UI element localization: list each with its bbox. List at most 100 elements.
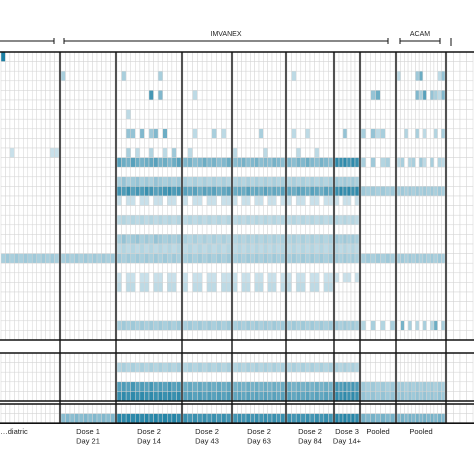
heatmap-cell xyxy=(441,253,446,264)
heatmap-cell xyxy=(65,262,71,274)
heatmap-cell xyxy=(216,147,222,158)
heatmap-cell xyxy=(116,186,122,197)
heatmap-cell xyxy=(411,413,416,424)
heatmap-cell xyxy=(342,186,348,197)
heatmap-cell xyxy=(309,272,315,283)
heatmap-cell xyxy=(167,205,173,216)
heatmap-cell xyxy=(400,301,405,312)
heatmap-cell xyxy=(453,291,461,302)
heatmap-cell xyxy=(380,128,386,139)
heatmap-cell xyxy=(241,214,247,226)
heatmap-cell xyxy=(14,234,20,245)
heatmap-cell xyxy=(309,157,315,168)
heatmap-cell xyxy=(426,371,431,383)
heatmap-cell xyxy=(346,330,352,341)
heatmap-cell xyxy=(65,403,71,414)
heatmap-cell xyxy=(139,157,145,168)
heatmap-cell xyxy=(437,243,442,254)
heatmap-cell xyxy=(365,147,371,158)
heatmap-cell xyxy=(241,70,247,82)
heatmap-cell xyxy=(328,147,334,158)
heatmap-cell xyxy=(271,320,277,331)
heatmap-cell xyxy=(380,70,386,82)
heatmap-cell xyxy=(263,195,268,206)
heatmap-cell xyxy=(318,234,325,245)
heatmap-cell xyxy=(441,109,446,120)
heatmap-cells xyxy=(0,51,474,424)
heatmap-cell xyxy=(9,243,15,254)
heatmap-cell xyxy=(54,301,60,312)
heatmap-cell xyxy=(280,301,286,312)
heatmap-cell xyxy=(5,381,11,392)
heatmap-cell xyxy=(418,352,424,363)
heatmap-cell xyxy=(276,391,281,402)
heatmap-cell xyxy=(125,301,131,312)
heatmap-cell xyxy=(305,205,311,216)
heatmap-cell xyxy=(176,205,182,216)
heatmap-cell xyxy=(101,195,107,206)
heatmap-cell xyxy=(211,224,217,235)
heatmap-cell xyxy=(429,157,435,168)
heatmap-cell xyxy=(65,138,71,149)
heatmap-cell xyxy=(69,352,75,363)
heatmap-cell xyxy=(148,272,154,283)
heatmap-cell xyxy=(65,214,71,226)
heatmap-cell xyxy=(385,234,391,245)
heatmap-cell xyxy=(380,262,386,274)
heatmap-cell xyxy=(309,403,315,414)
heatmap-cell xyxy=(263,90,268,101)
heatmap-cell xyxy=(295,282,302,293)
heatmap-cell xyxy=(396,51,401,62)
heatmap-cell xyxy=(328,330,334,341)
heatmap-cell xyxy=(135,138,141,149)
heatmap-cell xyxy=(153,381,159,392)
heatmap-cell xyxy=(459,272,467,283)
heatmap-cell xyxy=(18,234,24,245)
heatmap-cell xyxy=(49,61,55,72)
heatmap-cell xyxy=(135,234,141,245)
heatmap-cell xyxy=(245,61,251,72)
heatmap-cell xyxy=(54,138,60,149)
heatmap-cell xyxy=(295,61,302,72)
heatmap-cell xyxy=(31,224,37,235)
heatmap-cell xyxy=(45,291,51,302)
heatmap-cell xyxy=(346,118,352,130)
heatmap-cell xyxy=(197,291,203,302)
heatmap-cell xyxy=(346,109,352,120)
heatmap-cell xyxy=(396,109,401,120)
heatmap-cell xyxy=(211,301,217,312)
heatmap-cell xyxy=(232,224,238,235)
heatmap-cell xyxy=(300,51,306,62)
heatmap-cell xyxy=(429,371,435,383)
heatmap-cell xyxy=(221,352,227,363)
heatmap-cell xyxy=(334,413,340,424)
heatmap-cell xyxy=(407,330,413,341)
heatmap-cell xyxy=(323,403,329,414)
heatmap-cell xyxy=(453,61,461,72)
heatmap-cell xyxy=(83,214,89,226)
heatmap-cell xyxy=(271,403,277,414)
heatmap-cell xyxy=(225,109,232,120)
heatmap-cell xyxy=(167,253,173,264)
heatmap-cell xyxy=(69,214,75,226)
heatmap-cell xyxy=(360,262,367,274)
heatmap-cell xyxy=(31,128,37,139)
heatmap-cell xyxy=(286,147,292,158)
heatmap-cell xyxy=(323,352,329,363)
heatmap-cell xyxy=(125,253,131,264)
heatmap-cell xyxy=(27,362,33,373)
heatmap-cell xyxy=(74,320,80,331)
heatmap-cell xyxy=(254,147,260,158)
heatmap-cell xyxy=(280,70,286,82)
heatmap-cell xyxy=(404,282,409,293)
heatmap-cell xyxy=(271,224,277,235)
heatmap-cell xyxy=(271,262,277,274)
heatmap-cell xyxy=(375,243,381,254)
heatmap-cell xyxy=(5,413,11,424)
heatmap-cell xyxy=(157,362,163,373)
heatmap-cell xyxy=(0,234,6,245)
heatmap-cell xyxy=(433,90,438,101)
heatmap-cell xyxy=(291,128,297,139)
heatmap-cell xyxy=(14,138,20,149)
heatmap-cell xyxy=(380,234,386,245)
